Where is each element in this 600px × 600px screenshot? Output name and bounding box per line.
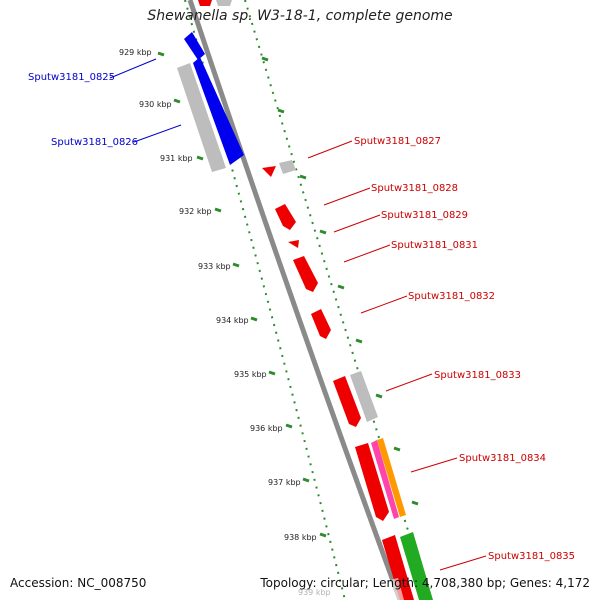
gene-orange-0834 — [377, 438, 406, 517]
scale-label: 938 kbp — [284, 533, 317, 542]
scale-label: 929 kbp — [119, 48, 152, 57]
gene-label[interactable]: Sputw3181_0834 — [459, 453, 546, 464]
gene-labels-left: Sputw3181_0825 Sputw3181_0826 — [28, 72, 138, 148]
gene-label[interactable]: Sputw3181_0828 — [371, 183, 458, 194]
scale-label: 939 kbp — [298, 588, 331, 597]
gene-pink-0834 — [371, 440, 399, 519]
accession-label: Accession: NC_008750 — [10, 576, 147, 590]
gene-labels-right: Sputw3181_0827 Sputw3181_0828 Sputw3181_… — [354, 136, 575, 562]
gene-label[interactable]: Sputw3181_0833 — [434, 370, 521, 381]
gene-sputw3181-0829[interactable] — [288, 240, 299, 248]
outer-tick-ring — [244, 0, 431, 600]
map-title: Shewanella sp. W3-18-1, complete genome — [147, 8, 453, 24]
gene-sputw3181-0827[interactable] — [262, 166, 276, 177]
scale-label: 931 kbp — [160, 154, 193, 163]
gene-gray-0833 — [350, 371, 378, 422]
gene-label[interactable]: Sputw3181_0832 — [408, 291, 495, 302]
major-ticks — [157, 51, 419, 538]
scale-label: 934 kbp — [216, 316, 249, 325]
gene-white-0835 — [390, 578, 404, 600]
gene-sputw3181-0834[interactable] — [355, 443, 389, 521]
gene-partial-top-red — [198, 0, 212, 6]
gene-label[interactable]: Sputw3181_0835 — [488, 551, 575, 562]
callout-lines — [109, 58, 487, 571]
genome-backbone — [187, 0, 403, 600]
gene-label[interactable]: Sputw3181_0829 — [381, 210, 468, 221]
gene-green-0835 — [400, 532, 433, 600]
scale-label: 935 kbp — [234, 370, 267, 379]
gene-sputw3181-0833[interactable] — [333, 376, 361, 427]
scale-label: 937 kbp — [268, 478, 301, 487]
gene-label[interactable]: Sputw3181_0831 — [391, 240, 478, 251]
gene-gray-left — [177, 63, 226, 172]
scale-label: 930 kbp — [139, 100, 172, 109]
gene-sputw3181-0826[interactable] — [193, 57, 244, 165]
gene-label[interactable]: Sputw3181_0827 — [354, 136, 441, 147]
gene-gray-small — [279, 160, 296, 174]
scale-label: 933 kbp — [198, 262, 231, 271]
scale-label: 936 kbp — [250, 424, 283, 433]
gene-sputw3181-0825[interactable] — [184, 32, 205, 60]
scale-labels: 929 kbp 930 kbp 931 kbp 932 kbp 933 kbp … — [119, 48, 331, 597]
gene-sputw3181-0831[interactable] — [293, 256, 318, 292]
gene-label[interactable]: Sputw3181_0825 — [28, 72, 115, 83]
scale-label: 932 kbp — [179, 207, 212, 216]
gene-sputw3181-0828[interactable] — [275, 204, 296, 230]
genome-summary: Topology: circular; Length: 4,708,380 bp… — [260, 576, 590, 590]
gene-sputw3181-0835[interactable] — [382, 535, 414, 600]
gene-partial-top-gray — [216, 0, 232, 6]
gene-label[interactable]: Sputw3181_0826 — [51, 137, 138, 148]
gene-sputw3181-0832[interactable] — [311, 309, 331, 339]
